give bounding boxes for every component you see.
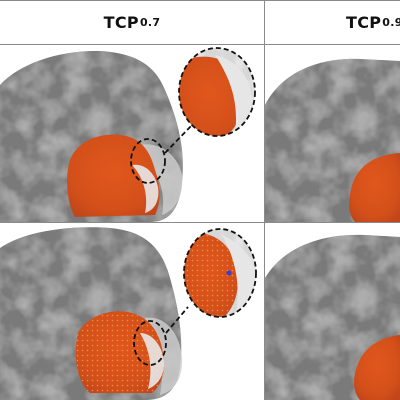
zoom-inset bbox=[183, 228, 257, 318]
activation-dots bbox=[75, 311, 164, 393]
top-border bbox=[0, 0, 400, 1]
zoom-connector bbox=[165, 306, 189, 334]
activation-region bbox=[349, 153, 400, 222]
brain-panel-bottom-right bbox=[265, 234, 400, 400]
row-divider bbox=[0, 222, 400, 223]
zoom-marker-circle bbox=[130, 138, 166, 184]
activation-highlight bbox=[140, 333, 165, 389]
header-divider bbox=[0, 44, 400, 45]
column-header-right: TCP 0.9 bbox=[266, 0, 400, 44]
activation-region bbox=[354, 335, 400, 400]
column-header-right-subscript: 0.9 bbox=[382, 15, 400, 29]
zoom-inset bbox=[178, 47, 256, 137]
brain-panel-bottom-left bbox=[0, 227, 257, 400]
brain-panel-top-left bbox=[0, 47, 256, 222]
column-header-left-label: TCP bbox=[103, 12, 139, 32]
zoom-marker-circle bbox=[133, 320, 167, 366]
column-divider bbox=[264, 0, 265, 400]
column-header-right-label: TCP bbox=[346, 12, 382, 32]
zoom-connector bbox=[164, 124, 193, 154]
brain-panel-top-right bbox=[265, 58, 400, 222]
activation-highlight bbox=[132, 164, 159, 213]
activation-region bbox=[67, 134, 160, 217]
column-header-left-subscript: 0.7 bbox=[139, 15, 161, 29]
column-header-left: TCP 0.7 bbox=[0, 0, 264, 44]
